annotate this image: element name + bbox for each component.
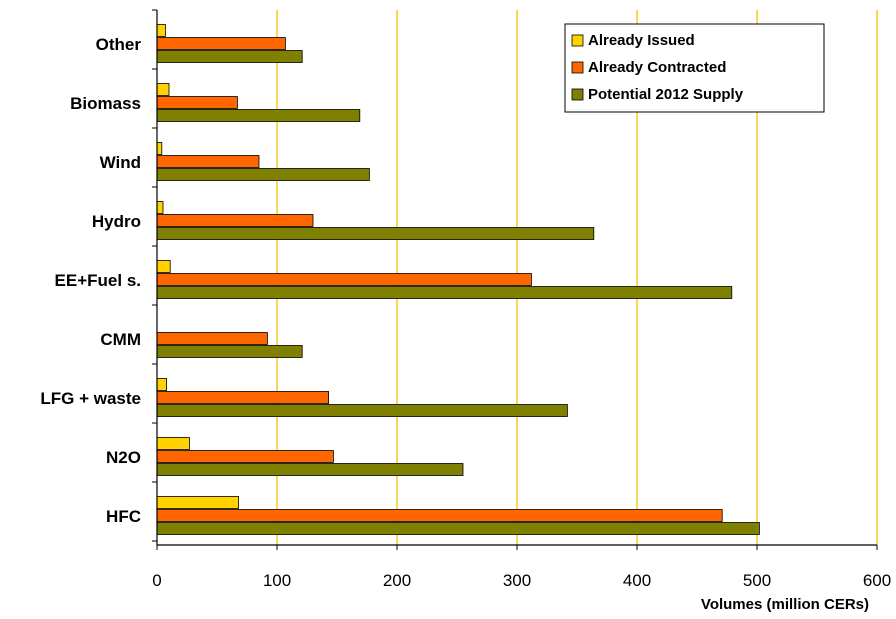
category-label: Hydro: [92, 212, 141, 231]
x-tick-label: 200: [383, 571, 411, 590]
bar-hfc-already-contracted: [156, 509, 723, 522]
legend-label: Already Issued: [588, 32, 695, 49]
bar-ee-fuel-s-already-contracted: [156, 273, 532, 286]
legend-label: Already Contracted: [588, 59, 726, 76]
bar-wind-already-contracted: [156, 155, 260, 168]
bar-biomass-already-contracted: [156, 96, 238, 109]
bar-biomass-potential-2012-supply: [156, 109, 361, 122]
bar-cmm-potential-2012-supply: [156, 345, 303, 358]
bar-other-already-contracted: [156, 37, 286, 50]
category-label: Wind: [100, 153, 141, 172]
category-label: N2O: [106, 448, 141, 467]
bar-lfg-waste-already-issued: [156, 378, 167, 391]
bar-n2o-potential-2012-supply: [156, 463, 464, 476]
bar-n2o-already-contracted: [156, 450, 334, 463]
bar-lfg-waste-potential-2012-supply: [156, 404, 568, 417]
axes: [152, 9, 878, 550]
category-label: HFC: [106, 507, 141, 526]
category-labels: Other Biomass Wind Hydro EE+Fuel s. CMM LFG + …: [40, 35, 141, 526]
legend: Already Issued Already Contracted Potentia…: [564, 23, 825, 113]
category-label: Other: [96, 35, 142, 54]
bar-ee-fuel-s-potential-2012-supply: [156, 286, 733, 299]
legend-box: [564, 23, 825, 113]
legend-swatch: [571, 34, 584, 47]
bar-hydro-already-contracted: [156, 214, 314, 227]
bar-lfg-waste-already-contracted: [156, 391, 330, 404]
legend-swatch: [571, 88, 584, 101]
bar-other-potential-2012-supply: [156, 50, 303, 63]
x-tick-label: 300: [503, 571, 531, 590]
bar-wind-potential-2012-supply: [156, 168, 370, 181]
x-tick-labels: 0 100 200 300 400 500 600: [152, 571, 891, 590]
bar-biomass-already-issued: [156, 83, 170, 96]
bar-hydro-potential-2012-supply: [156, 227, 595, 240]
category-label: CMM: [100, 330, 141, 349]
category-label: EE+Fuel s.: [55, 271, 141, 290]
bar-ee-fuel-s-already-issued: [156, 260, 171, 273]
x-tick-label: 400: [623, 571, 651, 590]
category-label: Biomass: [70, 94, 141, 113]
x-tick-label: 0: [152, 571, 161, 590]
x-tick-label: 600: [863, 571, 891, 590]
bar-wind-already-issued: [156, 142, 163, 155]
bar-hydro-already-issued: [156, 201, 164, 214]
x-tick-label: 500: [743, 571, 771, 590]
legend-label: Potential 2012 Supply: [588, 86, 744, 103]
bar-n2o-already-issued: [156, 437, 190, 450]
bar-cmm-already-contracted: [156, 332, 268, 345]
bar-other-already-issued: [156, 24, 166, 37]
bar-hfc-already-issued: [156, 496, 239, 509]
x-tick-label: 100: [263, 571, 291, 590]
legend-swatch: [571, 61, 584, 74]
category-label: LFG + waste: [40, 389, 141, 408]
bar-hfc-potential-2012-supply: [156, 522, 760, 535]
x-axis-title: Volumes (million CERs): [701, 596, 869, 613]
